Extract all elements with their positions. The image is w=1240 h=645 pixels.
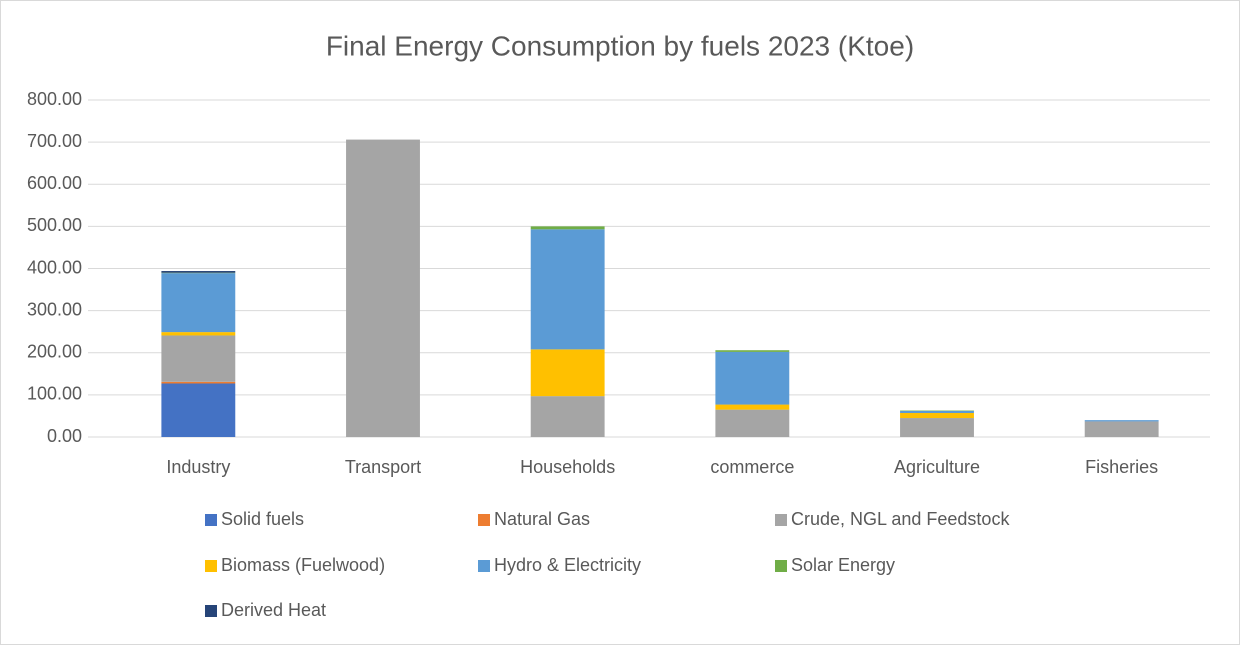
bar-segment <box>715 409 790 437</box>
x-tick-label: Agriculture <box>894 457 980 477</box>
bar-segment <box>530 396 605 437</box>
legend-swatch <box>775 560 787 572</box>
bar-segment <box>900 418 974 437</box>
bar-segment <box>161 335 236 382</box>
bar-segment <box>530 229 605 350</box>
y-tick-label: 300.00 <box>27 299 82 319</box>
bar-segment <box>161 271 236 273</box>
y-tick-label: 800.00 <box>27 89 82 109</box>
y-tick-label: 100.00 <box>27 384 82 404</box>
y-tick-label: 400.00 <box>27 257 82 277</box>
chart-title: Final Energy Consumption by fuels 2023 (… <box>326 30 914 61</box>
legend-swatch <box>205 605 217 617</box>
y-tick-label: 600.00 <box>27 173 82 193</box>
bar-segment <box>1084 421 1159 437</box>
bar-segment <box>1084 420 1159 422</box>
x-tick-label: Industry <box>166 457 230 477</box>
bar-segment <box>900 410 974 413</box>
legend-swatch <box>478 514 490 526</box>
bar-segment <box>161 381 236 384</box>
x-tick-label: Transport <box>345 457 421 477</box>
x-tick-label: Fisheries <box>1085 457 1158 477</box>
bar-segment <box>530 226 605 230</box>
x-tick-label: Households <box>520 457 615 477</box>
y-tick-label: 200.00 <box>27 342 82 362</box>
bar-segment <box>161 383 236 437</box>
bar-segment <box>346 139 420 437</box>
legend-swatch <box>205 560 217 572</box>
bar-segment <box>715 404 790 410</box>
bar-segment <box>161 273 236 333</box>
legend-label: Solid fuels <box>221 509 304 529</box>
bar-segment <box>715 350 790 352</box>
bar-segment <box>161 332 236 336</box>
y-tick-label: 0.00 <box>47 426 82 446</box>
bar-segment <box>715 351 790 405</box>
legend-label: Natural Gas <box>494 509 590 529</box>
x-tick-label: commerce <box>710 457 794 477</box>
legend-label: Solar Energy <box>791 555 895 575</box>
legend-swatch <box>478 560 490 572</box>
legend-label: Hydro & Electricity <box>494 555 641 575</box>
bar-segment <box>530 349 605 397</box>
legend-swatch <box>205 514 217 526</box>
legend-label: Derived Heat <box>221 600 326 620</box>
legend-swatch <box>775 514 787 526</box>
y-tick-label: 500.00 <box>27 215 82 235</box>
bar-segment <box>900 412 974 419</box>
legend-label: Biomass (Fuelwood) <box>221 555 385 575</box>
legend-label: Crude, NGL and Feedstock <box>791 509 1010 529</box>
y-tick-label: 700.00 <box>27 131 82 151</box>
